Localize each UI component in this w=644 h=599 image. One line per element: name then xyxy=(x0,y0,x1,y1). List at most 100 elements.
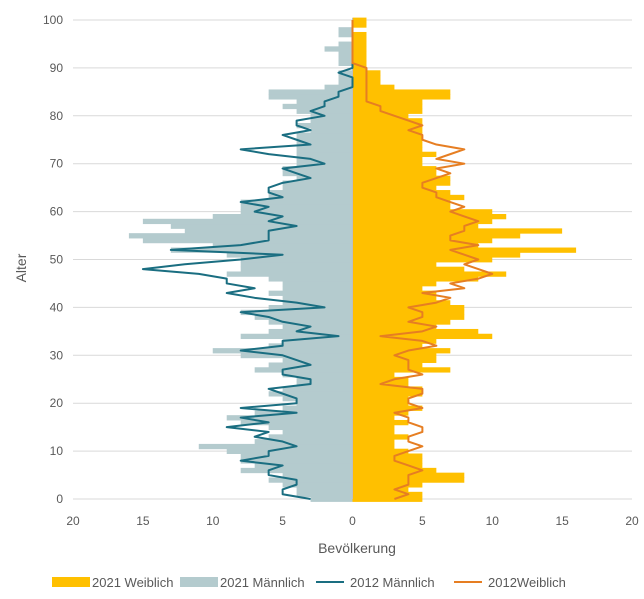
bar-maennlich-2021 xyxy=(282,338,353,344)
bar-weiblich-2021 xyxy=(352,281,437,287)
bar-maennlich-2021 xyxy=(254,439,353,445)
bar-weiblich-2021 xyxy=(352,496,423,502)
bar-maennlich-2021 xyxy=(282,285,353,292)
y-tick-label: 70 xyxy=(50,157,64,171)
y-tick-label: 10 xyxy=(50,444,64,458)
bar-weiblich-2021 xyxy=(352,142,423,148)
bar-maennlich-2021 xyxy=(296,487,353,493)
bar-weiblich-2021 xyxy=(352,482,423,488)
bar-maennlich-2021 xyxy=(338,70,353,76)
x-tick-label: 15 xyxy=(555,514,569,528)
bar-maennlich-2021 xyxy=(310,127,353,134)
bar-maennlich-2021 xyxy=(240,467,353,474)
bar-maennlich-2021 xyxy=(240,266,353,272)
bar-weiblich-2021 xyxy=(352,405,423,411)
bar-maennlich-2021 xyxy=(240,333,353,340)
bar-weiblich-2021 xyxy=(352,156,423,162)
bar-weiblich-2021 xyxy=(352,400,409,407)
bar-weiblich-2021 xyxy=(352,372,395,378)
bar-maennlich-2021 xyxy=(268,434,353,440)
bar-weiblich-2021 xyxy=(352,151,437,158)
bar-weiblich-2021 xyxy=(352,190,451,196)
x-axis: 20 15 10 5 0 5 10 15 20 xyxy=(66,514,639,528)
bar-maennlich-2021 xyxy=(296,491,353,498)
bar-weiblich-2021 xyxy=(352,261,437,268)
bar-maennlich-2021 xyxy=(268,319,353,325)
bar-maennlich-2021 xyxy=(282,185,353,191)
bar-maennlich-2021 xyxy=(240,453,353,459)
legend: 2021 Weiblich 2021 Männlich 2012 Männlich 2… xyxy=(52,575,566,590)
bar-maennlich-2021 xyxy=(226,252,353,258)
bar-maennlich-2021 xyxy=(296,122,353,129)
bar-weiblich-2021 xyxy=(352,309,465,316)
bar-maennlich-2021 xyxy=(226,448,353,454)
bar-weiblich-2021 xyxy=(352,146,423,153)
bar-maennlich-2021 xyxy=(324,84,353,90)
line-weiblich-2012 xyxy=(351,20,494,500)
bar-weiblich-2021 xyxy=(352,223,479,229)
bar-maennlich-2021 xyxy=(338,31,353,38)
bar-weiblich-2021 xyxy=(352,458,423,464)
bar-weiblich-2021 xyxy=(352,357,437,363)
bar-weiblich-2021 xyxy=(352,410,409,416)
y-tick-label: 40 xyxy=(50,300,64,314)
bar-maennlich-2021 xyxy=(282,429,353,435)
bar-weiblich-2021 xyxy=(352,60,367,67)
bar-weiblich-2021 xyxy=(352,65,367,71)
bar-weiblich-2021 xyxy=(352,132,423,138)
bar-maennlich-2021 xyxy=(240,261,353,268)
bar-weiblich-2021 xyxy=(352,84,395,90)
bar-maennlich-2021 xyxy=(268,477,353,483)
bar-weiblich-2021 xyxy=(352,448,409,454)
bar-weiblich-2021 xyxy=(352,41,367,47)
bar-weiblich-2021 xyxy=(352,290,437,296)
x-tick-label: 20 xyxy=(66,514,80,528)
legend-swatch xyxy=(180,577,218,587)
bar-weiblich-2021 xyxy=(352,166,437,172)
bar-maennlich-2021 xyxy=(282,281,353,287)
bar-weiblich-2021 xyxy=(352,180,451,186)
bar-maennlich-2021 xyxy=(268,391,353,397)
bar-maennlich-2021 xyxy=(268,276,353,282)
bar-weiblich-2021 xyxy=(352,396,409,402)
bar-weiblich-2021 xyxy=(352,295,437,301)
bar-weiblich-2021 xyxy=(352,348,451,354)
bar-weiblich-2021 xyxy=(352,242,479,249)
bar-weiblich-2021 xyxy=(352,367,451,373)
bar-weiblich-2021 xyxy=(352,324,437,330)
bar-maennlich-2021 xyxy=(198,443,353,450)
bar-weiblich-2021 xyxy=(352,376,409,383)
bar-weiblich-2021 xyxy=(352,175,451,181)
bar-weiblich-2021 xyxy=(352,31,367,38)
bar-maennlich-2021 xyxy=(282,324,353,330)
bar-weiblich-2021 xyxy=(352,439,395,445)
x-axis-title: Bevölkerung xyxy=(318,540,396,556)
bar-weiblich-2021 xyxy=(352,314,465,320)
bar-maennlich-2021 xyxy=(268,328,353,335)
bar-maennlich-2021 xyxy=(282,472,353,478)
bar-weiblich-2021 xyxy=(352,434,409,440)
bar-maennlich-2021 xyxy=(170,223,353,229)
bar-maennlich-2021 xyxy=(282,357,353,363)
bar-weiblich-2021 xyxy=(352,108,423,114)
bar-maennlich-2021 xyxy=(254,463,353,469)
bar-weiblich-2021 xyxy=(352,429,395,435)
bar-weiblich-2021 xyxy=(352,237,493,244)
bar-weiblich-2021 xyxy=(352,94,451,100)
y-tick-label: 60 xyxy=(50,205,64,219)
bar-weiblich-2021 xyxy=(352,252,521,258)
bar-maennlich-2021 xyxy=(212,242,353,249)
bar-maennlich-2021 xyxy=(338,51,353,57)
bar-maennlich-2021 xyxy=(296,137,353,143)
bar-maennlich-2021 xyxy=(338,75,353,81)
bar-maennlich-2021 xyxy=(296,108,353,114)
bar-maennlich-2021 xyxy=(268,424,353,431)
bar-maennlich-2021 xyxy=(240,209,353,215)
bar-weiblich-2021 xyxy=(352,415,395,421)
y-axis: 0 10 20 30 40 50 60 70 80 90 100 xyxy=(43,13,63,506)
bar-maennlich-2021 xyxy=(338,55,353,62)
bar-maennlich-2021 xyxy=(240,204,353,210)
bar-weiblich-2021 xyxy=(352,22,367,28)
bar-maennlich-2021 xyxy=(282,482,353,488)
